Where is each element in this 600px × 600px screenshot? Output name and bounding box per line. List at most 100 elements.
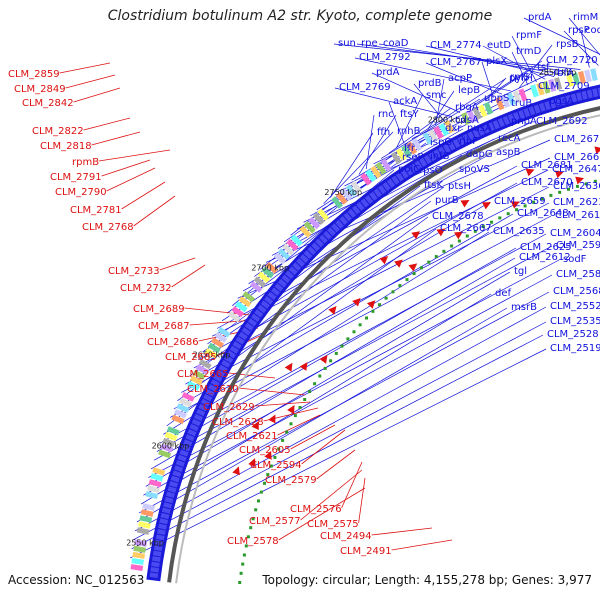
marker-dot [384,296,388,300]
kbp-tick-label: 2600 kbp [152,442,190,451]
forward-gene-arrow [152,550,162,557]
forward-gene-arrow [447,141,456,151]
reverse-gene-label: CLM_2491 [340,546,392,557]
feature-block [217,326,231,338]
forward-gene-arrow [597,87,600,97]
marker-dot [450,244,454,248]
forward-gene-arrow [235,336,245,345]
forward-leader-line [354,57,511,92]
forward-gene-label: rpsP [568,25,590,36]
marker-dot [523,204,527,208]
forward-gene-label: dxr [445,123,462,134]
reverse-gene-label: rpmB [72,157,99,168]
marker-dot [506,212,510,216]
reverse-gene-arrow [460,200,470,208]
forward-gene-arrow [149,572,159,578]
forward-gene-arrow [400,169,409,179]
reverse-gene-label: CLM_2687 [138,321,190,332]
marker-dot [251,517,255,521]
reverse-leader-line [83,117,131,131]
forward-leader-line [148,259,560,478]
forward-gene-label: pyrH [509,73,533,84]
kbp-tick-label: 2800 kbp [428,116,466,125]
forward-gene-arrow [152,556,161,562]
feature-block [401,144,412,158]
forward-gene-arrow [200,398,210,407]
forward-gene-label: ackA [393,96,417,107]
forward-gene-arrow [292,262,302,271]
forward-leader-line [330,132,374,198]
forward-gene-arrow [533,104,541,114]
reverse-leader-line [189,319,256,326]
forward-leader-line [145,271,511,487]
forward-leader-line [427,90,455,130]
feature-block [253,276,267,288]
reverse-gene-label: CLM_2621 [226,431,278,442]
map-title: Clostridium botulinum A2 str. Kyoto, com… [107,8,493,24]
feature-block [317,208,330,221]
forward-gene-label: rseP [402,152,424,163]
feature-block [204,348,218,359]
forward-gene-label: prdA [528,12,552,23]
reverse-gene-label: CLM_2781 [70,205,122,216]
feature-block [207,342,221,354]
forward-gene-arrow [323,230,332,240]
marker-dot [269,464,273,468]
feature-block [152,467,166,476]
reverse-gene-label: CLM_2665 [177,369,229,380]
marker-dot [427,260,431,264]
reverse-leader-line [121,181,166,210]
forward-gene-arrow [264,296,274,305]
forward-gene-arrow [153,545,163,552]
forward-gene-arrow [315,238,325,248]
forward-gene-arrow [405,166,414,176]
forward-gene-arrow [189,423,199,432]
forward-gene-label: CLM_2625 [520,242,572,253]
marker-dot [241,562,245,566]
forward-gene-arrow [174,465,184,472]
forward-gene-arrow [576,92,583,102]
forward-gene-arrow [226,350,237,359]
feature-block [249,281,263,293]
forward-gene-label: ftsY [400,109,419,120]
reverse-gene-arrow [379,256,389,265]
forward-gene-label: truB [511,98,532,109]
marker-dot [412,272,416,276]
marker-dot [457,239,461,243]
feature-block [140,509,154,517]
feature-block [584,69,592,83]
forward-gene-arrow [163,502,173,509]
marker-dot [303,398,307,401]
feature-block [179,397,193,408]
forward-gene-arrow [414,160,423,170]
reverse-leader-line [65,74,116,89]
marker-dot [352,330,356,334]
feature-block [181,392,195,402]
forward-gene-label: rpe [361,38,378,49]
forward-gene-label: CLM_2535 [550,316,600,327]
reverse-gene-label: CLM_2791 [50,172,102,183]
forward-gene-label: CLM_2568 [553,286,600,297]
reverse-gene-arrow [436,228,446,237]
feature-block [438,123,450,137]
forward-gene-label: def [495,288,512,299]
forward-gene-label: CLM_2580 [556,269,600,280]
reverse-gene-arrow [287,405,295,414]
marker-dot [259,490,263,494]
feature-block [227,311,241,323]
forward-gene-arrow [487,122,495,132]
forward-gene-label: prdA [376,67,400,78]
reverse-gene-arrow [482,202,491,210]
feature-block [548,78,557,92]
forward-gene-arrow [179,449,189,457]
feature-block [277,248,291,260]
forward-leader-line [131,334,544,550]
forward-gene-arrow [247,318,257,327]
reverse-gene-arrow [299,362,308,371]
reverse-gene-label: CLM_2822 [32,126,84,137]
forward-gene-arrow [443,143,451,154]
reverse-leader-line [277,414,321,436]
feature-block [145,491,159,500]
feature-block [134,539,148,547]
